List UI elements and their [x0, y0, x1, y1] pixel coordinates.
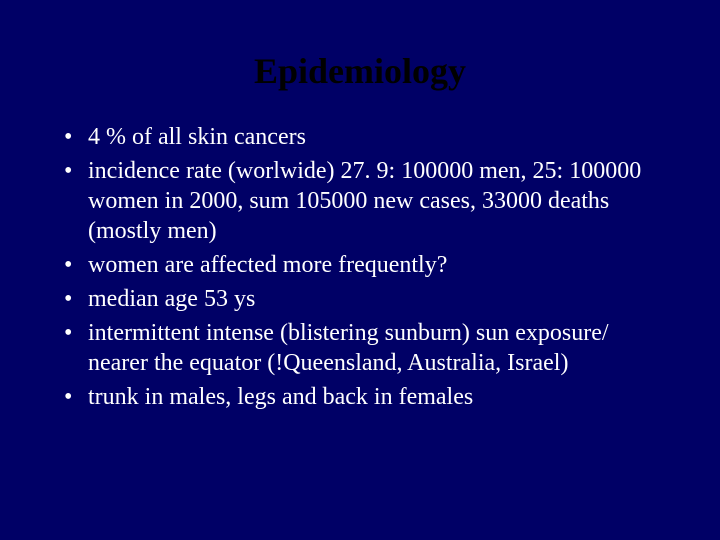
bullet-list: 4 % of all skin cancers incidence rate (…: [50, 122, 670, 412]
slide-container: Epidemiology 4 % of all skin cancers inc…: [0, 0, 720, 540]
list-item: incidence rate (worlwide) 27. 9: 100000 …: [60, 156, 670, 246]
list-item: trunk in males, legs and back in females: [60, 382, 670, 412]
list-item: women are affected more frequently?: [60, 250, 670, 280]
list-item: median age 53 ys: [60, 284, 670, 314]
list-item: 4 % of all skin cancers: [60, 122, 670, 152]
list-item: intermittent intense (blistering sunburn…: [60, 318, 670, 378]
slide-title: Epidemiology: [50, 50, 670, 92]
